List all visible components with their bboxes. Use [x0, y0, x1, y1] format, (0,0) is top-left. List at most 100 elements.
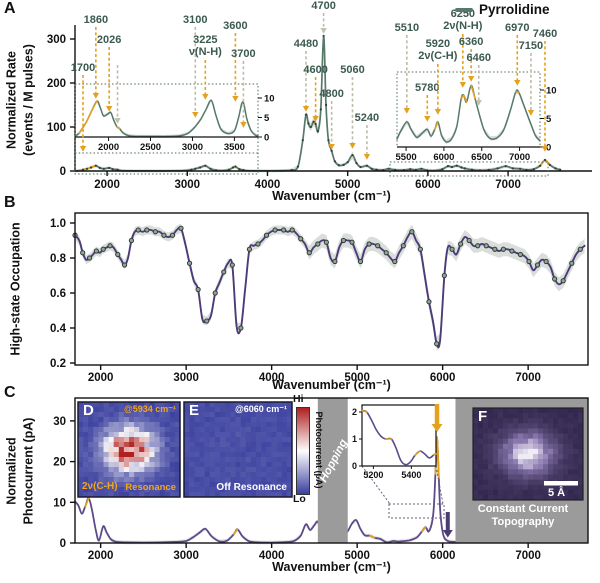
panel-b-plot: 0.2 0.4 0.6 0.8 1.0 2000 3000 4000 5000 6000 7000	[50, 212, 589, 384]
svg-text:6000: 6000	[415, 179, 441, 191]
svg-text:10: 10	[264, 94, 275, 105]
svg-text:2026: 2026	[97, 34, 121, 46]
panel-a-ylabel-line2: (events / M pulses)	[21, 44, 36, 156]
svg-text:3000: 3000	[174, 179, 200, 191]
svg-text:2ν(N-H): 2ν(N-H)	[443, 20, 482, 32]
legend-line-swatch	[455, 8, 473, 13]
inset-e-wavenumber-label: @6060 cm⁻¹	[234, 404, 287, 414]
panel-c-ylabel-line1: Normalized	[4, 437, 19, 505]
panel-c-inset-f-map	[472, 407, 584, 501]
inset-f-caption-line2: Topography	[491, 516, 555, 528]
svg-text:1700: 1700	[71, 62, 95, 74]
svg-text:3100: 3100	[183, 14, 207, 26]
svg-text:0: 0	[60, 538, 66, 550]
svg-text:0.8: 0.8	[50, 253, 67, 265]
colorbar-lo-label: Lo	[293, 493, 306, 505]
panel-c-inset-zoom: 5200 5400 0 1 2	[352, 404, 445, 519]
svg-text:10: 10	[53, 497, 66, 509]
svg-text:5: 5	[264, 113, 270, 124]
svg-text:5000: 5000	[335, 179, 361, 191]
svg-text:0: 0	[60, 166, 66, 178]
inset-d-wavenumber-label: @5934 cm⁻¹	[123, 404, 176, 414]
svg-text:7460: 7460	[533, 28, 557, 40]
svg-text:5000: 5000	[344, 550, 370, 562]
legend: Pyrrolidine	[455, 2, 550, 18]
inset-f-letter: F	[478, 408, 488, 425]
svg-text:3700: 3700	[231, 48, 255, 60]
svg-text:5000: 5000	[344, 372, 370, 384]
svg-text:2000: 2000	[88, 550, 114, 562]
svg-text:4000: 4000	[259, 550, 285, 562]
svg-text:0: 0	[264, 133, 269, 144]
svg-text:5400: 5400	[401, 470, 421, 480]
panel-c-inset-e-map	[183, 401, 293, 498]
svg-text:7150: 7150	[519, 40, 543, 52]
svg-text:5920: 5920	[426, 38, 450, 50]
svg-text:6500: 6500	[471, 152, 492, 163]
svg-text:5200: 5200	[363, 470, 383, 480]
svg-text:3600: 3600	[223, 20, 247, 32]
inset-d-caption-left: 2ν(C-H)	[82, 481, 118, 492]
svg-text:1.0: 1.0	[50, 218, 66, 230]
svg-text:2ν(C-H): 2ν(C-H)	[418, 50, 457, 62]
inset-f-scalebar-label: 5 Å	[548, 487, 566, 499]
panel-b-ylabel: High-state Occupation	[8, 222, 23, 356]
svg-text:1: 1	[352, 434, 357, 444]
svg-text:0.4: 0.4	[50, 323, 67, 335]
inset-d-caption-right: Resonance	[125, 482, 176, 493]
svg-text:5: 5	[546, 114, 552, 125]
svg-text:4480: 4480	[294, 38, 318, 50]
svg-text:ν(N-H): ν(N-H)	[189, 46, 222, 58]
svg-text:7000: 7000	[509, 152, 530, 163]
svg-text:2: 2	[352, 407, 357, 417]
svg-text:2500: 2500	[140, 142, 161, 153]
svg-text:7000: 7000	[515, 372, 541, 384]
svg-text:200: 200	[47, 78, 66, 90]
svg-text:5060: 5060	[340, 64, 364, 76]
svg-text:5780: 5780	[415, 82, 439, 94]
svg-text:0: 0	[352, 461, 357, 471]
svg-text:0.6: 0.6	[50, 288, 66, 300]
svg-text:4000: 4000	[255, 179, 281, 191]
svg-text:5500: 5500	[396, 152, 417, 163]
svg-text:7000: 7000	[495, 179, 521, 191]
panel-a-ylabel-line1: Normalized Rate	[4, 51, 19, 149]
svg-text:6970: 6970	[505, 22, 529, 34]
panel-b-xlabel: Wavenumber (cm⁻¹)	[272, 378, 391, 392]
svg-text:2000: 2000	[98, 142, 119, 153]
panel-a-letter: A	[4, 0, 16, 17]
svg-text:4600: 4600	[303, 64, 327, 76]
svg-text:3000: 3000	[173, 372, 199, 384]
inset-f-caption-line1: Constant Current	[477, 503, 569, 515]
svg-text:6000: 6000	[433, 152, 454, 163]
panel-c-xlabel: Wavenumber (cm⁻¹)	[272, 560, 391, 574]
svg-text:3225: 3225	[193, 34, 217, 46]
legend-label: Pyrrolidine	[479, 2, 550, 17]
panel-c-letter: C	[4, 384, 16, 401]
svg-text:3000: 3000	[173, 550, 199, 562]
colorbar-hi-label: Hi	[293, 393, 304, 405]
scale-bar	[544, 481, 578, 486]
svg-text:100: 100	[47, 122, 66, 134]
panel-c-arrows	[431, 404, 453, 538]
svg-text:10: 10	[546, 86, 557, 97]
svg-text:7000: 7000	[515, 550, 541, 562]
svg-text:4700: 4700	[311, 0, 335, 12]
svg-text:4800: 4800	[319, 88, 343, 100]
panel-a-xlabel: Wavenumber (cm⁻¹)	[272, 189, 391, 203]
svg-text:0: 0	[546, 143, 551, 154]
inset-e-letter: E	[189, 402, 200, 419]
svg-text:6000: 6000	[430, 372, 456, 384]
inset-e-caption: Off Resonance	[216, 482, 287, 493]
svg-text:6460: 6460	[466, 52, 490, 64]
photocurrent-colorbar	[296, 407, 310, 495]
svg-text:2000: 2000	[94, 179, 120, 191]
svg-text:6000: 6000	[430, 550, 456, 562]
svg-text:300: 300	[47, 34, 66, 46]
svg-text:3000: 3000	[182, 142, 203, 153]
svg-text:5510: 5510	[395, 22, 419, 34]
